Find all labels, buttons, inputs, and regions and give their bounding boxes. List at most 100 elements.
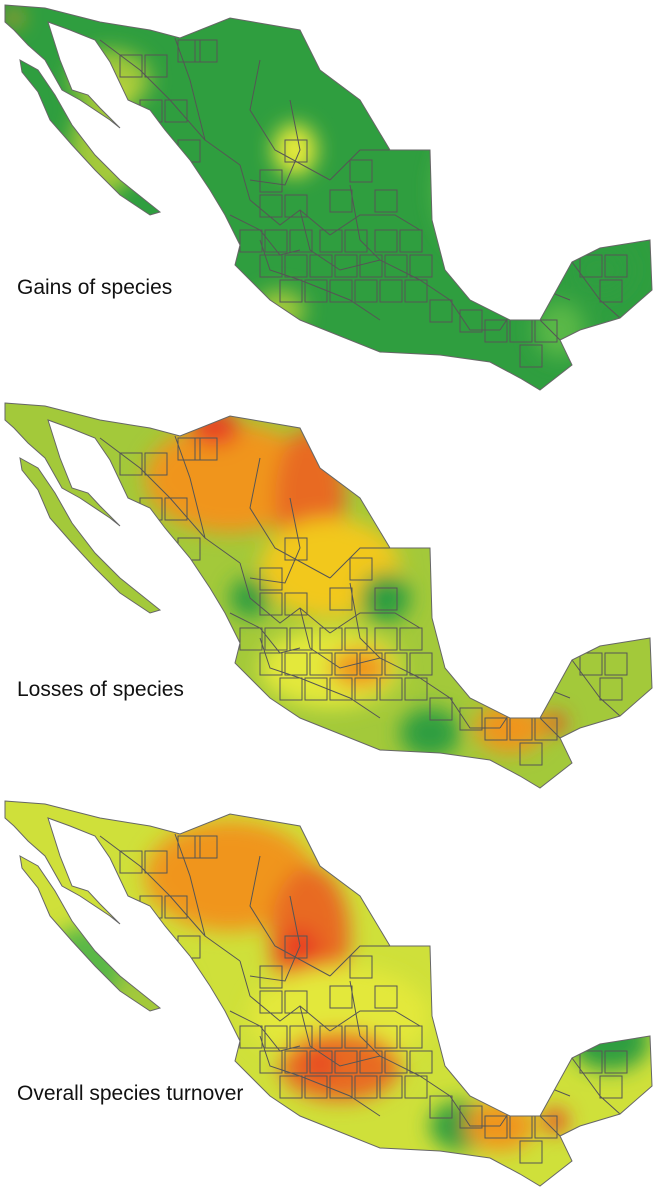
grid-cell	[429, 697, 453, 721]
grid-cell	[334, 254, 358, 278]
value-zone	[70, 100, 130, 200]
state-border	[249, 895, 301, 982]
mexico-map-losses	[4, 402, 653, 789]
grid-cell	[359, 254, 383, 278]
grid-cell	[264, 1025, 288, 1049]
state-border	[239, 960, 331, 1032]
grid-cell	[329, 279, 353, 303]
grid-cell	[399, 1025, 423, 1049]
grid-cell	[344, 1025, 368, 1049]
grid-cell	[319, 627, 343, 651]
value-zone	[570, 1011, 650, 1071]
grid-cell	[319, 229, 343, 253]
grid-cell	[429, 1095, 453, 1119]
value-zone	[190, 410, 240, 446]
mexico-map-gains	[4, 4, 653, 391]
grid-cell	[259, 990, 283, 1014]
grid-cell	[279, 1075, 303, 1099]
grid-cell	[579, 1050, 603, 1074]
state-border	[299, 209, 421, 281]
grid-cell	[309, 254, 333, 278]
grid-cell	[329, 1075, 353, 1099]
value-zone	[20, 558, 100, 638]
state-border	[174, 37, 241, 166]
grid-cell	[409, 1050, 433, 1074]
grid-cell	[379, 677, 403, 701]
grid-cell	[399, 229, 423, 253]
grid-cell	[264, 627, 288, 651]
grid-cell	[259, 194, 283, 218]
country-outline	[4, 800, 653, 1187]
grid-cell	[409, 254, 433, 278]
state-border	[349, 980, 381, 1057]
grid-cell	[349, 159, 373, 183]
grid-cell	[374, 229, 398, 253]
grid-cell	[304, 1075, 328, 1099]
state-border	[299, 1005, 421, 1077]
grid-cell	[164, 99, 188, 123]
country-outline	[4, 4, 653, 391]
grid-cell	[534, 319, 558, 343]
grid-cell	[379, 1075, 403, 1099]
map-caption-turnover: Overall species turnover	[17, 1082, 244, 1105]
grid-cell	[384, 652, 408, 676]
grid-cell	[284, 990, 308, 1014]
grid-cell	[289, 229, 313, 253]
map-panel-gains: Gains of species	[0, 0, 660, 398]
grid-cell	[599, 677, 623, 701]
grid-cell	[459, 1105, 483, 1129]
grid-cell	[359, 652, 383, 676]
grid-cell	[599, 1075, 623, 1099]
state-border	[349, 582, 381, 659]
grid-cell	[119, 452, 143, 476]
value-zone	[570, 245, 630, 295]
value-zone	[543, 1109, 567, 1133]
state-border	[249, 457, 331, 579]
grid-cell	[304, 677, 328, 701]
grid-cell	[264, 229, 288, 253]
state-border	[329, 1010, 421, 1032]
state-border	[329, 612, 421, 634]
grid-cell	[579, 254, 603, 278]
grid-cell	[399, 627, 423, 651]
grid-cell	[144, 54, 168, 78]
grid-cell	[259, 567, 283, 591]
grid-cell	[359, 1050, 383, 1074]
grid-cell	[604, 652, 628, 676]
peninsula-outline	[19, 59, 162, 216]
grid-cell	[409, 652, 433, 676]
grid-cell	[177, 835, 201, 859]
grid-cell	[349, 557, 373, 581]
grid-cell	[279, 677, 303, 701]
state-border	[174, 435, 241, 564]
grid-cell	[374, 627, 398, 651]
grid-cell	[404, 1075, 428, 1099]
grid-cell	[259, 254, 283, 278]
grid-cell	[259, 1050, 283, 1074]
grid-cell	[259, 169, 283, 193]
grid-cell	[177, 39, 201, 63]
grid-cell	[259, 592, 283, 616]
grid-cell	[319, 1025, 343, 1049]
map-panel-turnover: Overall species turnover	[0, 796, 660, 1194]
grid-cell	[334, 652, 358, 676]
grid-cell	[519, 742, 543, 766]
grid-cell	[194, 835, 218, 859]
mexico-map-turnover	[4, 800, 653, 1187]
state-border	[249, 497, 301, 584]
state-border	[329, 214, 421, 236]
grid-cell	[519, 344, 543, 368]
grid-cell	[349, 955, 373, 979]
grid-cell	[579, 652, 603, 676]
grid-cell	[384, 1050, 408, 1074]
grid-cell	[289, 627, 313, 651]
grid-cell	[334, 1050, 358, 1074]
grid-cell	[284, 1050, 308, 1074]
grid-cell	[194, 39, 218, 63]
grid-cell	[144, 850, 168, 874]
state-border	[239, 164, 331, 236]
grid-cell	[534, 717, 558, 741]
value-zone	[273, 124, 317, 176]
peninsula-outline	[19, 855, 162, 1012]
grid-cell	[604, 1050, 628, 1074]
